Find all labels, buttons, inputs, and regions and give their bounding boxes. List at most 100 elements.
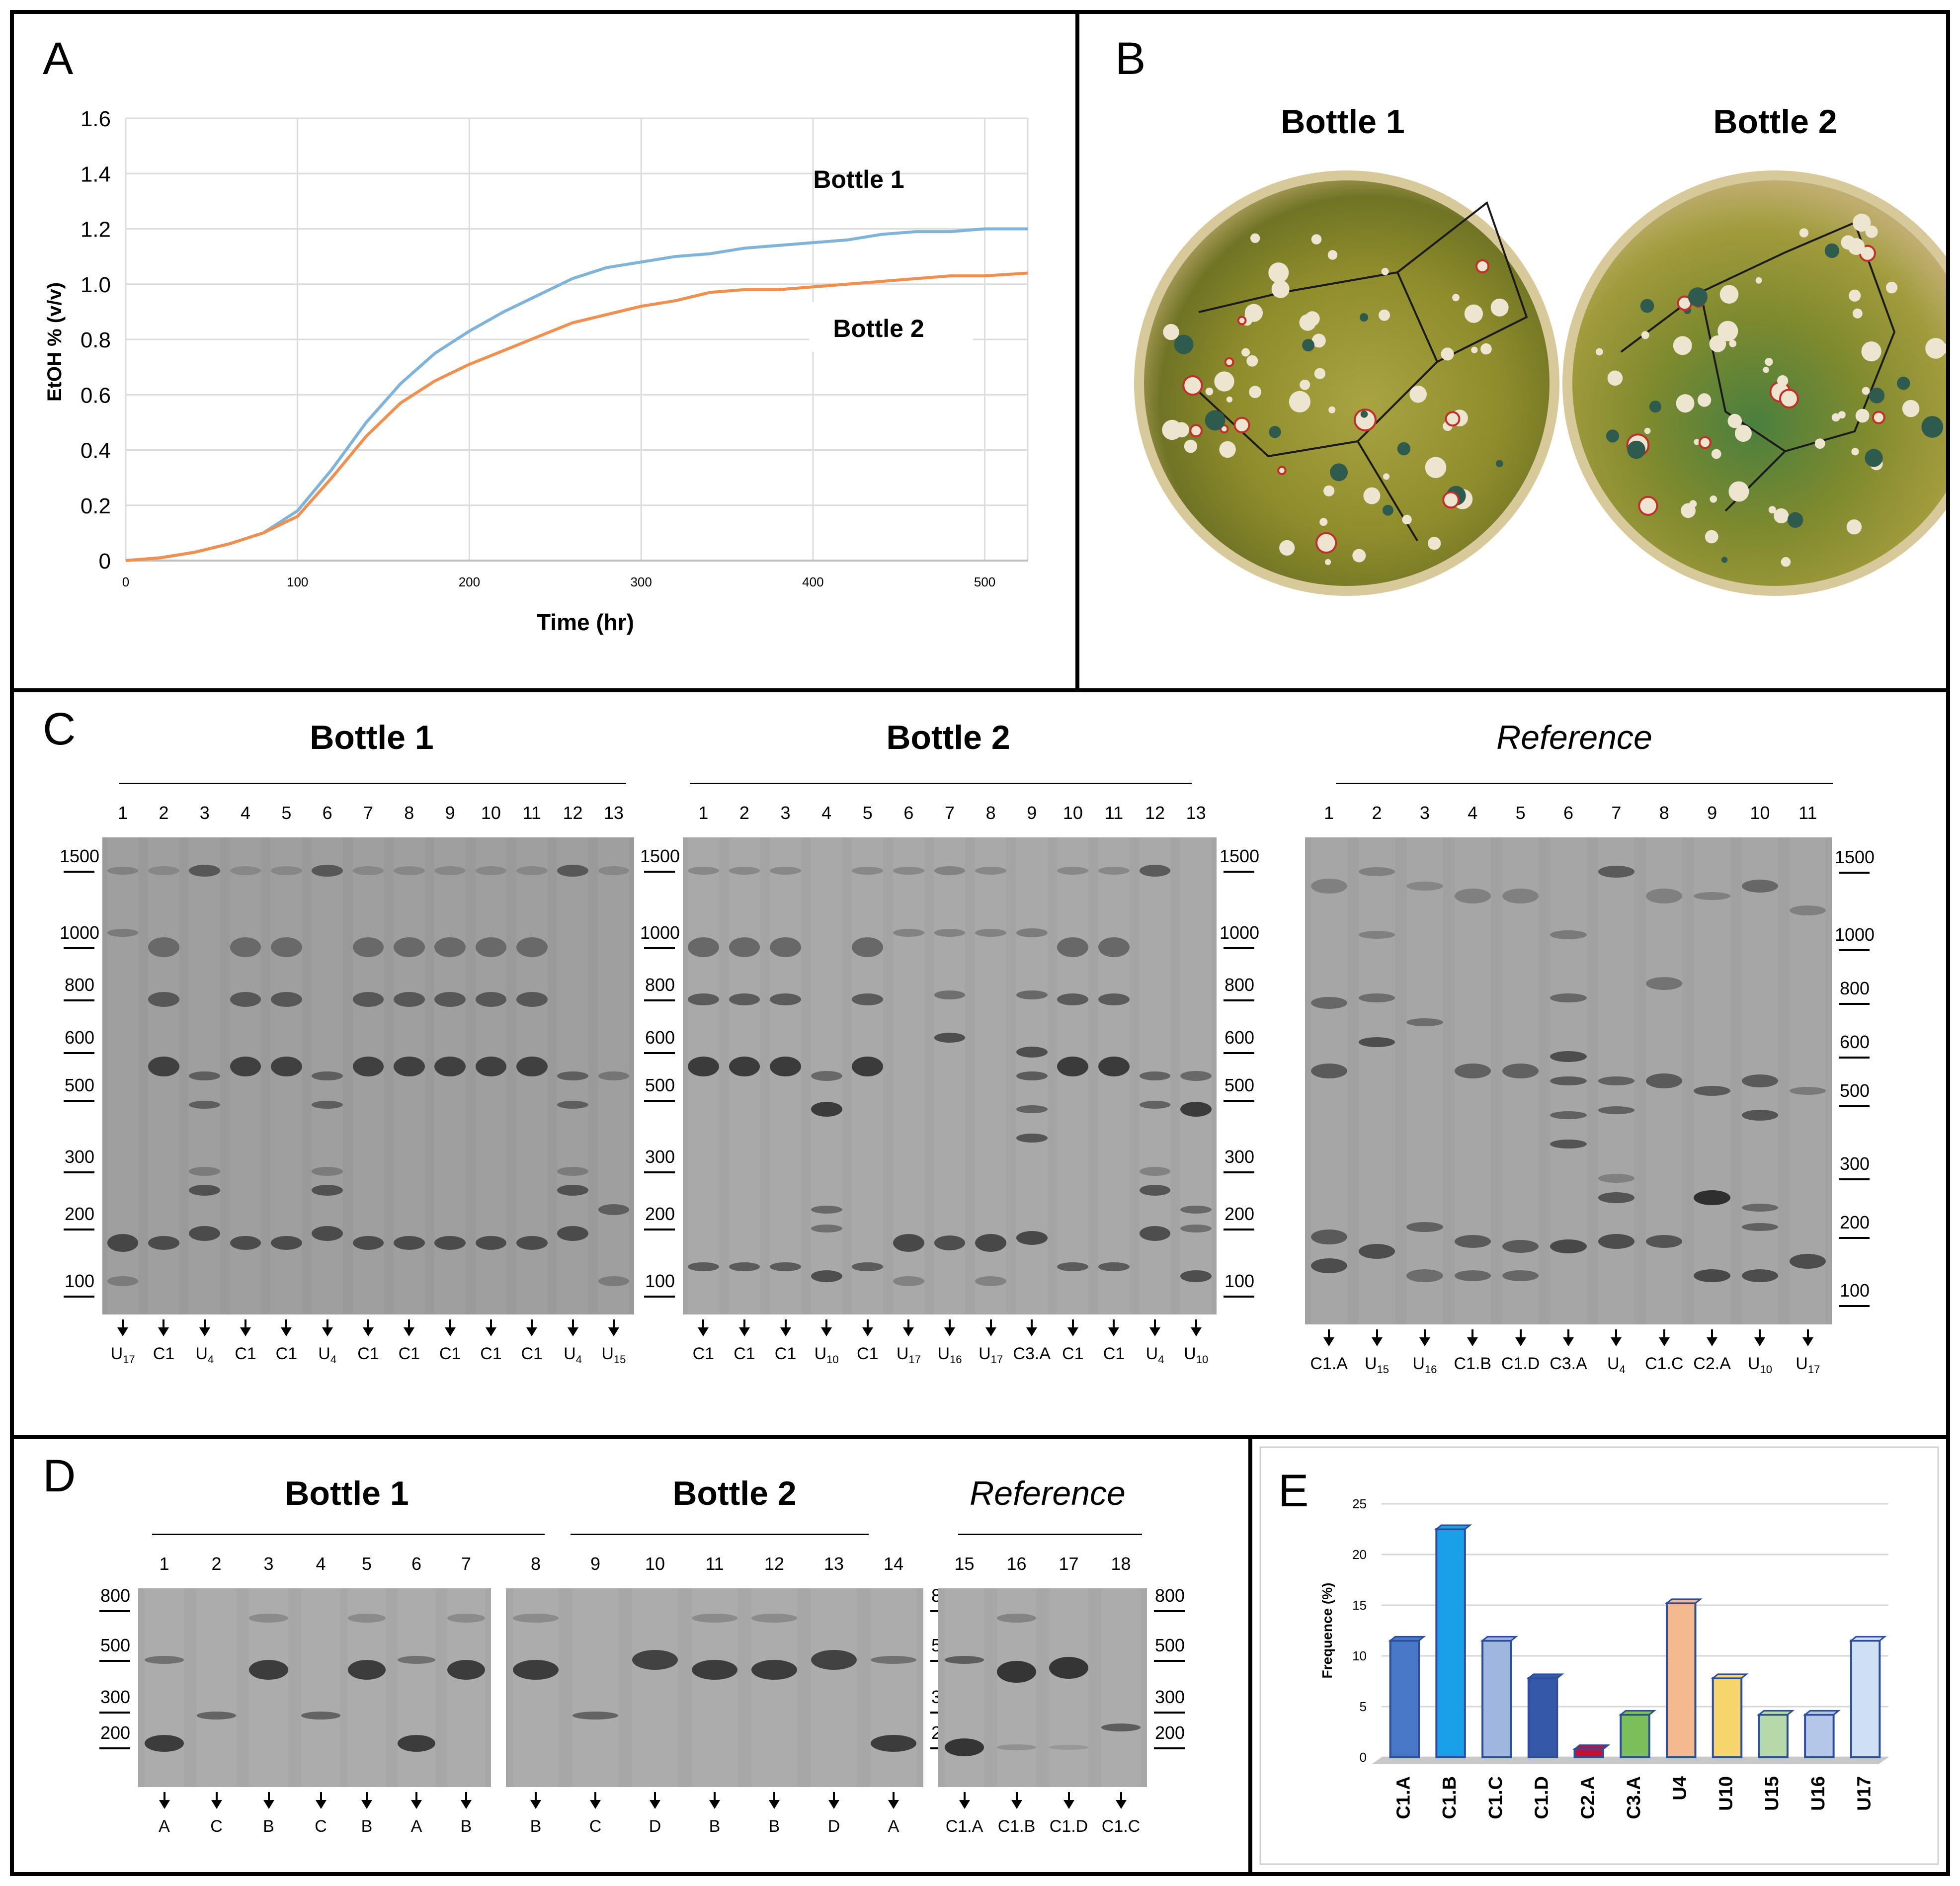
isolate-id-subscript: 16 [950,1353,962,1366]
arrow-head [1563,1337,1574,1346]
gel-band [1049,1745,1089,1750]
lane-number: 6 [1563,803,1574,823]
bar-top [1526,1673,1564,1679]
ladder-tick [1839,1057,1870,1059]
isolate-id-subscript: 10 [826,1353,839,1366]
gel-band [557,865,588,877]
gel-band [271,992,302,1007]
gel-band [598,1276,630,1286]
gel-band [434,1236,466,1250]
gel-band [1550,1239,1587,1254]
gel-band [1358,867,1395,876]
ladder-tick [99,1747,130,1749]
gel-band [1502,1240,1539,1253]
gel-band [1310,879,1347,894]
bar-top [1711,1673,1749,1679]
colony [1205,387,1214,396]
isolate-id-label: C1.C [1101,1817,1141,1836]
gel-c-bottle-1 [102,837,634,1314]
lane-number: 8 [404,803,414,823]
gel-band [1139,1226,1171,1241]
isolate-id-label: C1 [857,1344,879,1363]
arrow-head [1149,1327,1161,1336]
colony [1897,376,1910,390]
gel-band [557,1167,588,1176]
gel-band [1454,1235,1491,1248]
isolate-id-label: A [410,1817,422,1836]
isolate-id-label: C3.A [1550,1354,1587,1373]
arrow-head [1026,1327,1038,1336]
isolate-id-label: U4 [195,1344,214,1366]
gel-d-bracket-3 [958,1534,1142,1535]
lane-number: 5 [361,1554,372,1574]
gel-band [1180,1205,1212,1214]
gel-band [1057,937,1089,957]
arrow-head [530,1800,541,1809]
lane-number: 1 [159,1554,169,1574]
gel-band [1694,1085,1730,1096]
colony [1330,463,1348,482]
colony [1327,250,1338,260]
arrow-head [1611,1337,1622,1346]
arrow-stem [285,1319,288,1328]
colony [1644,427,1651,434]
gel-band [230,937,261,957]
arrow-stem [702,1319,705,1328]
colony [1755,277,1762,284]
gel-band [632,1650,678,1670]
gel-lane [230,837,261,1314]
gel-lane [1646,837,1683,1324]
gel-d-bracket-2 [571,1534,869,1535]
arrow-stem [1113,1319,1115,1328]
isolate-id-subscript: 10 [1760,1363,1772,1376]
gel-lane [692,1588,737,1787]
colony [1379,309,1390,321]
ladder-size-label: 500 [1224,1075,1255,1095]
isolate-id-label: C1 [153,1344,175,1363]
gel-band [348,1614,386,1623]
ladder-size-label: 800 [1839,978,1870,999]
gel-band [196,1712,237,1720]
gel-band [1406,882,1443,891]
isolate-id-label: C [589,1817,602,1836]
gel-band [975,929,1006,937]
gel-band [871,1656,916,1664]
isolate-id-label: U16 [1412,1354,1437,1376]
ladder-tick [644,999,675,1002]
y-tick-label: 5 [1360,1699,1367,1714]
ladder-size-label: 300 [645,1147,675,1167]
ladder-tick [1224,1100,1254,1102]
arrow-head [1515,1337,1526,1346]
gel-lane [301,1588,341,1787]
gel-band [1098,993,1130,1006]
gel-band [312,1226,343,1241]
y-tick-label: 1.6 [81,107,111,131]
isolate-id-label: C1 [480,1344,502,1363]
isolate-id-label: U10 [1184,1344,1209,1366]
gel-band [557,1071,588,1080]
gel-lane [1790,837,1826,1324]
colony [1727,413,1742,428]
gel-d-title-bottle-2: Bottle 2 [672,1475,797,1512]
gel-band [944,1656,984,1664]
gel-lane [852,837,884,1314]
colony [1311,234,1322,245]
colony [1649,401,1661,413]
gel-lane [1694,837,1730,1324]
gel-lane [196,1588,237,1787]
arrow-stem [1195,1319,1197,1328]
lane-number: 6 [903,803,914,823]
isolate-id-label: C1.A [945,1817,983,1836]
arrow-head [158,1327,169,1336]
colony [1709,335,1726,352]
ladder-tick [1839,1178,1870,1180]
arrow-head [199,1327,210,1336]
arrow-stem [1154,1319,1156,1328]
panel-b-label: B [1115,33,1146,84]
bar [1573,1748,1605,1758]
ladder-size-label: 800 [100,1585,131,1606]
colony [1641,331,1649,339]
lane-number: 4 [1468,803,1478,823]
gel-band [1454,1270,1491,1281]
gel-band [1502,1270,1539,1281]
